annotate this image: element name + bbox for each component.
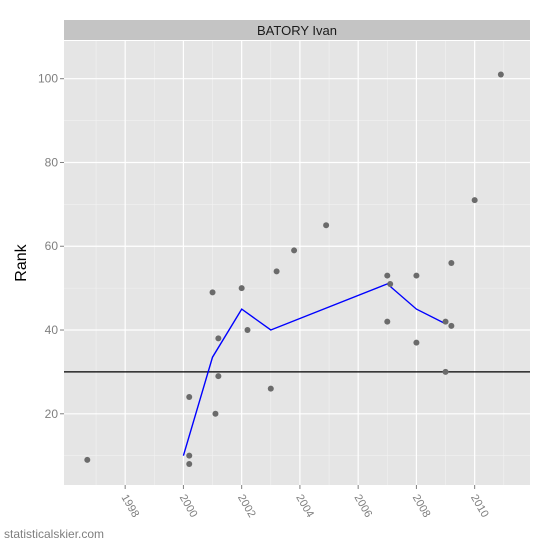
data-point: [239, 285, 245, 291]
data-point: [84, 457, 90, 463]
data-point: [384, 319, 390, 325]
data-point: [387, 281, 393, 287]
watermark: statisticalskier.com: [4, 527, 104, 541]
data-point: [323, 222, 329, 228]
data-point: [443, 319, 449, 325]
x-tick-label: 1998: [119, 493, 142, 520]
data-point: [186, 394, 192, 400]
y-tick-label: 80: [45, 155, 59, 169]
data-point: [384, 273, 390, 279]
data-point: [274, 268, 280, 274]
y-tick-label: 100: [38, 72, 58, 86]
data-point: [448, 323, 454, 329]
data-point: [472, 197, 478, 203]
x-tick-label: 2006: [352, 493, 375, 520]
data-point: [413, 273, 419, 279]
x-tick-label: 2002: [235, 493, 258, 520]
x-tick-label: 2000: [177, 493, 200, 520]
x-tick-label: 2004: [293, 493, 316, 520]
data-point: [212, 411, 218, 417]
x-tick-label: 2008: [410, 493, 433, 520]
data-point: [244, 327, 250, 333]
plot-panel: [64, 41, 530, 485]
y-tick-label: 40: [45, 323, 59, 337]
y-axis-label: Rank: [13, 243, 30, 281]
x-tick-label: 2010: [468, 493, 491, 520]
data-point: [186, 453, 192, 459]
y-tick-label: 20: [45, 407, 59, 421]
data-point: [413, 340, 419, 346]
data-point: [215, 335, 221, 341]
data-point: [498, 72, 504, 78]
data-point: [210, 289, 216, 295]
y-tick-label: 60: [45, 239, 59, 253]
data-point: [291, 247, 297, 253]
data-point: [215, 373, 221, 379]
data-point: [443, 369, 449, 375]
data-point: [448, 260, 454, 266]
data-point: [268, 386, 274, 392]
data-point: [186, 461, 192, 467]
facet-title: BATORY Ivan: [257, 23, 337, 38]
